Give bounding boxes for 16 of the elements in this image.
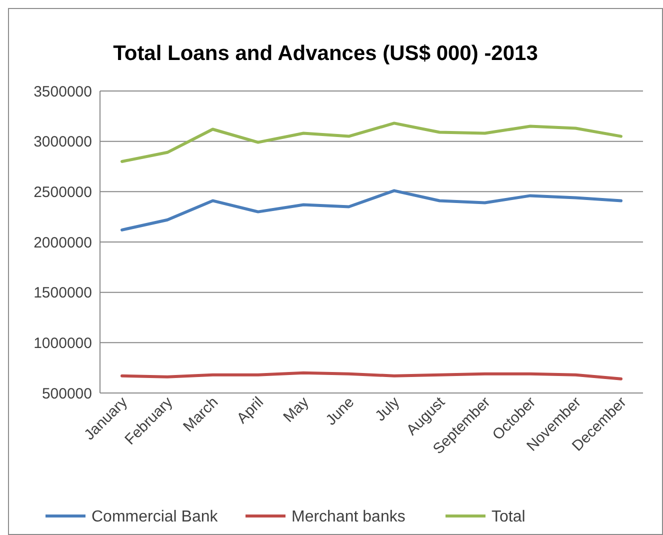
y-tick-label: 3500000	[34, 83, 92, 100]
line-series	[120, 189, 622, 232]
y-tick-label: 1500000	[34, 284, 92, 302]
legend-label: Commercial Bank	[92, 508, 219, 526]
chart-title: Total Loans and Advances (US$ 000) -2013	[113, 42, 538, 65]
y-tick-label: 1000000	[34, 334, 92, 352]
line-series	[120, 371, 622, 380]
y-tick-label: 2500000	[34, 184, 92, 201]
x-tick-label: July	[372, 393, 404, 425]
x-tick-label: May	[280, 393, 313, 426]
legend-label: Merchant banks	[292, 508, 406, 526]
line-series	[120, 122, 622, 163]
y-tick-label: 3000000	[34, 134, 92, 151]
y-tick-label: 500000	[42, 385, 92, 402]
legend-label: Total	[492, 508, 526, 526]
y-tick-label: 2000000	[34, 234, 92, 252]
